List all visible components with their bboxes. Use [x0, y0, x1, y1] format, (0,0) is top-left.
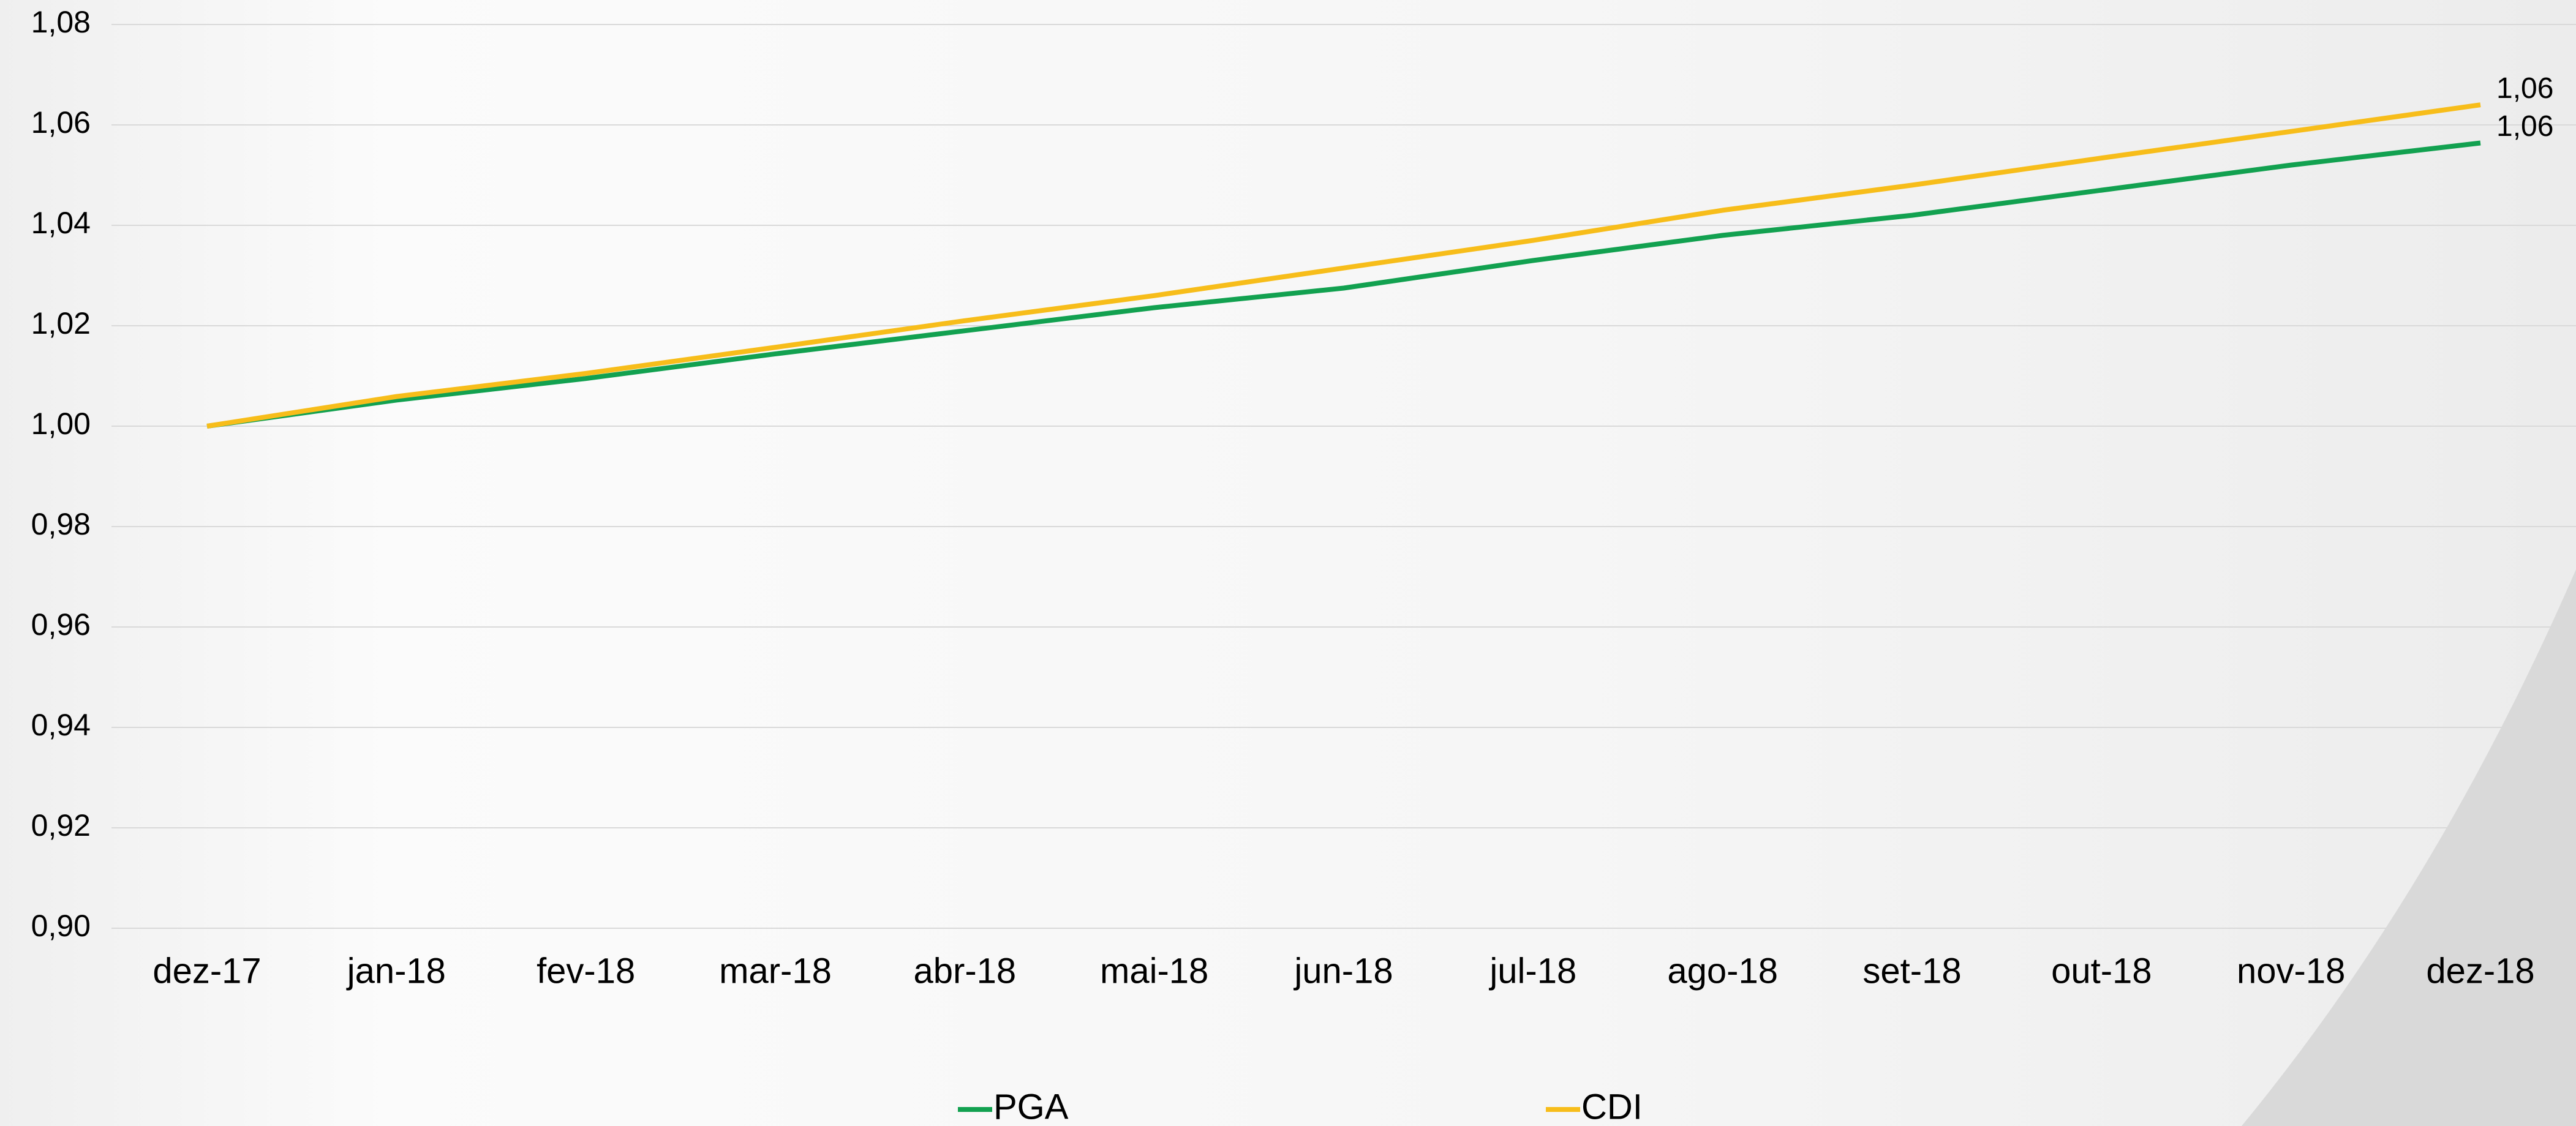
y-tick-label: 0,98	[31, 507, 91, 541]
x-tick-label: nov-18	[2237, 951, 2345, 991]
x-tick-label: jul-18	[1488, 951, 1576, 991]
x-tick-label: mar-18	[719, 951, 832, 991]
y-tick-label: 1,02	[31, 306, 91, 340]
x-tick-label: jun-18	[1293, 951, 1393, 991]
line	[206, 140, 2481, 429]
y-tick-label: 1,08	[31, 5, 91, 39]
x-tick-label: abr-18	[914, 951, 1017, 991]
x-tick-label: ago-18	[1667, 951, 1778, 991]
x-tick-label: out-18	[2051, 951, 2152, 991]
y-tick-label: 1,06	[31, 105, 91, 140]
y-tick-label: 0,94	[31, 708, 91, 742]
x-tick-label: dez-18	[2426, 951, 2534, 991]
legend-label: CDI	[1581, 1087, 1643, 1126]
legend-label: PGA	[993, 1087, 1069, 1126]
y-tick-label: 0,90	[31, 909, 91, 943]
data-label: 1,06	[2496, 72, 2553, 105]
data-label: 1,06	[2496, 110, 2553, 143]
x-tick-label: set-18	[1862, 951, 1961, 991]
x-tick-label: mai-18	[1100, 951, 1208, 991]
y-tick-label: 1,04	[31, 206, 91, 240]
x-tick-label: jan-18	[346, 951, 446, 991]
y-tick-label: 0,92	[31, 808, 91, 843]
x-tick-label: dez-17	[153, 951, 261, 991]
y-tick-label: 1,00	[31, 407, 91, 441]
x-tick-label: fev-18	[537, 951, 635, 991]
line	[206, 102, 2481, 429]
corner-shape	[2242, 569, 2576, 1126]
y-tick-label: 0,96	[31, 607, 91, 642]
